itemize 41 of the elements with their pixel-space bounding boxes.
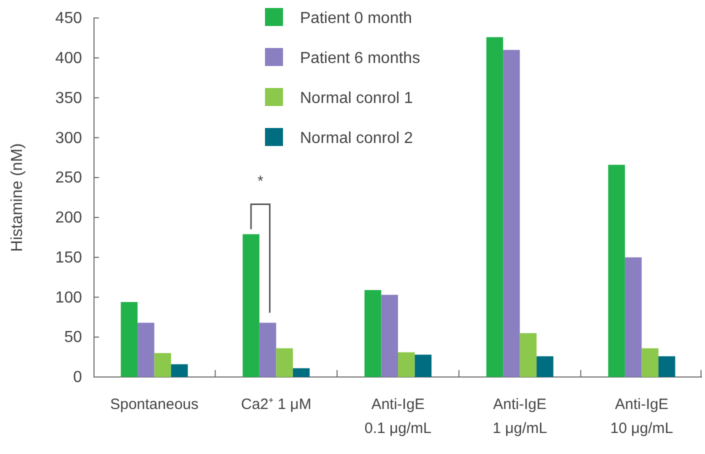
legend-label: Patient 0 month (300, 10, 412, 27)
bar (486, 37, 504, 377)
y-tick-label: 300 (55, 130, 82, 147)
bar (503, 50, 520, 377)
y-tick-label: 350 (55, 90, 82, 107)
bar (138, 322, 154, 377)
bar (381, 294, 398, 377)
bar (120, 302, 138, 377)
y-tick-label: 250 (55, 170, 82, 187)
bar (520, 333, 537, 377)
bar (154, 353, 172, 377)
y-tick-label: 400 (55, 50, 82, 68)
bar (414, 354, 432, 377)
y-tick-label: 0 (73, 369, 82, 386)
y-tick-label: 50 (64, 329, 82, 346)
x-tick-label: Anti-IgE 10 μg/mL (610, 396, 674, 437)
bar (398, 352, 415, 377)
y-tick-label: 450 (55, 10, 82, 28)
bar (608, 164, 625, 377)
x-tick-label: Spontaneous (110, 396, 199, 413)
y-axis-title: Histamine (nM) (9, 143, 26, 252)
bar (364, 290, 382, 377)
bar (658, 356, 676, 377)
x-tick-label: Ca2⁺ 1 μM (240, 396, 312, 413)
bar (642, 348, 658, 377)
annotation: * (257, 173, 264, 190)
bar (276, 348, 293, 377)
y-tick-label: 200 (55, 210, 82, 227)
legend-label: Patient 6 months (300, 50, 420, 67)
bar (242, 234, 260, 377)
bar (259, 322, 276, 377)
legend-label: Normal conrol 1 (300, 90, 414, 107)
x-tick-label: Anti-IgE 1 μg/mL (492, 396, 548, 437)
legend-label: Normal conrol 2 (300, 130, 414, 147)
x-tick-label: Anti-IgE 0.1 μg/mL (364, 396, 432, 437)
y-tick-label: 150 (55, 249, 82, 266)
bar (536, 356, 554, 377)
y-tick-label: 100 (55, 289, 82, 306)
bar (624, 257, 642, 377)
bar (292, 368, 310, 377)
bar (171, 364, 188, 377)
